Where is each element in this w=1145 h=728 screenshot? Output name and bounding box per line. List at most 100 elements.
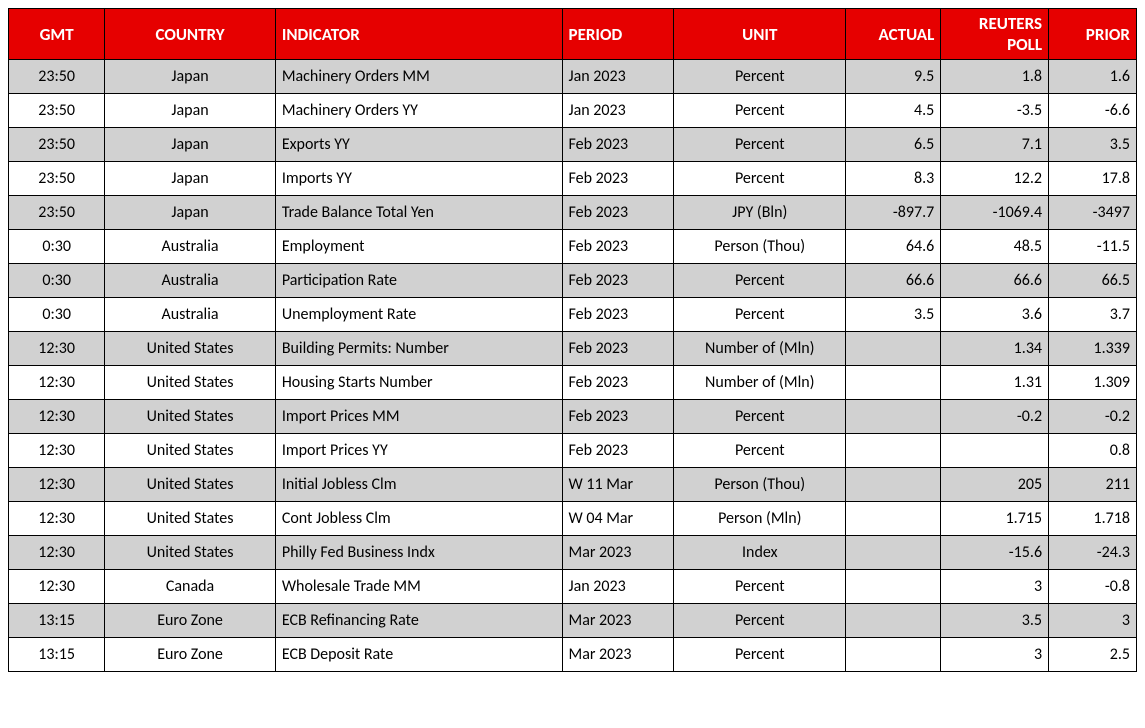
cell-gmt: 12:30: [9, 536, 105, 570]
table-row: 12:30United StatesInitial Jobless ClmW 1…: [9, 468, 1137, 502]
cell-unit: JPY (Bln): [674, 196, 846, 230]
cell-country: United States: [105, 434, 276, 468]
header-gmt: GMT: [9, 9, 105, 60]
cell-prior: 211: [1049, 468, 1137, 502]
economic-indicators-table: GMT COUNTRY INDICATOR PERIOD UNIT ACTUAL…: [8, 8, 1137, 672]
cell-period: Feb 2023: [562, 264, 674, 298]
cell-country: United States: [105, 536, 276, 570]
cell-unit: Percent: [674, 604, 846, 638]
cell-indicator: Machinery Orders YY: [275, 94, 562, 128]
cell-actual: 9.5: [846, 60, 941, 94]
cell-period: Feb 2023: [562, 434, 674, 468]
cell-country: Euro Zone: [105, 638, 276, 672]
cell-indicator: Exports YY: [275, 128, 562, 162]
cell-country: Japan: [105, 162, 276, 196]
table-row: 0:30AustraliaParticipation RateFeb 2023P…: [9, 264, 1137, 298]
table-row: 12:30United StatesBuilding Permits: Numb…: [9, 332, 1137, 366]
cell-actual: [846, 434, 941, 468]
cell-indicator: Cont Jobless Clm: [275, 502, 562, 536]
table-row: 12:30United StatesCont Jobless ClmW 04 M…: [9, 502, 1137, 536]
table-body: 23:50JapanMachinery Orders MMJan 2023Per…: [9, 60, 1137, 672]
header-indicator: INDICATOR: [275, 9, 562, 60]
cell-period: Jan 2023: [562, 94, 674, 128]
cell-reuters: 3.5: [941, 604, 1049, 638]
cell-prior: 3.5: [1049, 128, 1137, 162]
cell-actual: [846, 536, 941, 570]
cell-country: United States: [105, 502, 276, 536]
cell-reuters: -1069.4: [941, 196, 1049, 230]
cell-unit: Person (Mln): [674, 502, 846, 536]
cell-country: Euro Zone: [105, 604, 276, 638]
table-row: 12:30United StatesHousing Starts NumberF…: [9, 366, 1137, 400]
cell-actual: [846, 400, 941, 434]
cell-reuters: 1.34: [941, 332, 1049, 366]
cell-gmt: 12:30: [9, 366, 105, 400]
cell-actual: [846, 570, 941, 604]
cell-actual: 66.6: [846, 264, 941, 298]
cell-reuters: 1.8: [941, 60, 1049, 94]
cell-unit: Percent: [674, 264, 846, 298]
cell-unit: Index: [674, 536, 846, 570]
cell-reuters: 7.1: [941, 128, 1049, 162]
cell-country: Canada: [105, 570, 276, 604]
header-actual: ACTUAL: [846, 9, 941, 60]
cell-indicator: Building Permits: Number: [275, 332, 562, 366]
cell-period: Mar 2023: [562, 536, 674, 570]
cell-actual: [846, 468, 941, 502]
cell-actual: [846, 332, 941, 366]
cell-indicator: ECB Deposit Rate: [275, 638, 562, 672]
cell-reuters: 1.31: [941, 366, 1049, 400]
cell-indicator: Unemployment Rate: [275, 298, 562, 332]
cell-gmt: 23:50: [9, 162, 105, 196]
cell-reuters: 3: [941, 570, 1049, 604]
cell-prior: 1.6: [1049, 60, 1137, 94]
cell-actual: [846, 366, 941, 400]
cell-period: Jan 2023: [562, 570, 674, 604]
cell-actual: -897.7: [846, 196, 941, 230]
cell-period: Feb 2023: [562, 162, 674, 196]
cell-indicator: Wholesale Trade MM: [275, 570, 562, 604]
table-row: 23:50JapanImports YYFeb 2023Percent8.312…: [9, 162, 1137, 196]
cell-country: Japan: [105, 94, 276, 128]
cell-prior: 0.8: [1049, 434, 1137, 468]
cell-actual: [846, 604, 941, 638]
cell-reuters: -0.2: [941, 400, 1049, 434]
cell-reuters: 66.6: [941, 264, 1049, 298]
cell-gmt: 12:30: [9, 434, 105, 468]
header-reuters: REUTERS POLL: [941, 9, 1049, 60]
table-row: 12:30United StatesImport Prices YYFeb 20…: [9, 434, 1137, 468]
cell-prior: 3.7: [1049, 298, 1137, 332]
cell-country: Australia: [105, 230, 276, 264]
cell-reuters: 48.5: [941, 230, 1049, 264]
table-row: 12:30United StatesPhilly Fed Business In…: [9, 536, 1137, 570]
cell-gmt: 23:50: [9, 94, 105, 128]
cell-reuters: 12.2: [941, 162, 1049, 196]
table-header-row: GMT COUNTRY INDICATOR PERIOD UNIT ACTUAL…: [9, 9, 1137, 60]
cell-actual: 8.3: [846, 162, 941, 196]
cell-gmt: 0:30: [9, 230, 105, 264]
table-row: 13:15Euro ZoneECB Refinancing RateMar 20…: [9, 604, 1137, 638]
cell-prior: 66.5: [1049, 264, 1137, 298]
cell-actual: 3.5: [846, 298, 941, 332]
cell-prior: 1.309: [1049, 366, 1137, 400]
header-period: PERIOD: [562, 9, 674, 60]
cell-country: United States: [105, 468, 276, 502]
cell-reuters: -15.6: [941, 536, 1049, 570]
cell-indicator: Machinery Orders MM: [275, 60, 562, 94]
cell-indicator: ECB Refinancing Rate: [275, 604, 562, 638]
cell-indicator: Trade Balance Total Yen: [275, 196, 562, 230]
cell-country: Australia: [105, 298, 276, 332]
cell-period: W 11 Mar: [562, 468, 674, 502]
cell-unit: Percent: [674, 400, 846, 434]
cell-reuters: 1.715: [941, 502, 1049, 536]
cell-prior: 1.718: [1049, 502, 1137, 536]
cell-actual: 64.6: [846, 230, 941, 264]
table-row: 23:50JapanTrade Balance Total YenFeb 202…: [9, 196, 1137, 230]
cell-prior: -24.3: [1049, 536, 1137, 570]
cell-prior: 17.8: [1049, 162, 1137, 196]
cell-reuters: 205: [941, 468, 1049, 502]
cell-country: Japan: [105, 128, 276, 162]
table-row: 12:30CanadaWholesale Trade MMJan 2023Per…: [9, 570, 1137, 604]
cell-indicator: Philly Fed Business Indx: [275, 536, 562, 570]
cell-indicator: Import Prices YY: [275, 434, 562, 468]
